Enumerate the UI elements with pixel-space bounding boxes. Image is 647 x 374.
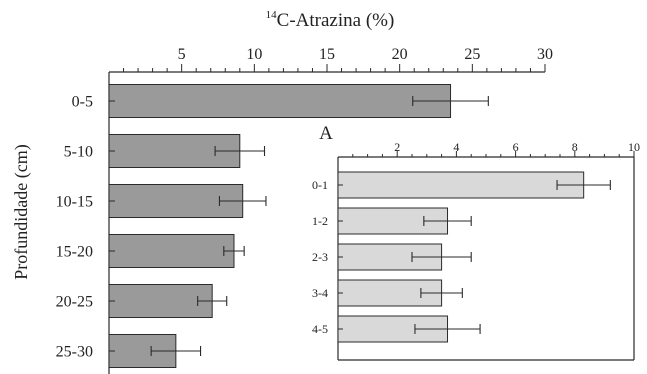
panel-b-x-tick-label: 10 <box>628 140 640 154</box>
chart-panel-a: 14C-Atrazina (%) Profundidade (cm) A 5 10… <box>11 9 553 374</box>
panel-a-bar <box>108 284 213 318</box>
panel-b-x-tick-label: 6 <box>513 140 519 154</box>
panel-label-a: A <box>319 123 333 144</box>
panel-a-x-tick-label: 25 <box>464 46 480 63</box>
panel-a-category-label: 10-15 <box>56 194 93 211</box>
panel-a-x-tick-label: 30 <box>537 46 553 63</box>
x-axis-title-a: 14C-Atrazina (%) <box>266 9 395 31</box>
x-axis-title-superscript: 14 <box>266 9 278 21</box>
panel-b-category-label: 3-4 <box>312 286 328 300</box>
panel-b-x-tick-label: 8 <box>572 140 578 154</box>
y-axis-title: Profundidade (cm) <box>11 144 32 279</box>
panel-b-x-tick-label: 4 <box>453 140 459 154</box>
panel-b-category-label: 0-1 <box>312 178 328 192</box>
panel-a-category-label: 15-20 <box>56 244 93 261</box>
panel-a-x-tick-label: 5 <box>178 46 186 63</box>
panel-b-category-label: 1-2 <box>312 214 328 228</box>
panel-a-x-tick-label: 15 <box>319 46 335 63</box>
panel-b-x-tick-label: 2 <box>394 140 400 154</box>
panel-a-category-label: 20-25 <box>56 294 93 311</box>
panel-b-category-label: 4-5 <box>312 322 328 336</box>
panel-a-x-tick-label: 10 <box>246 46 262 63</box>
x-axis-title-main: C-Atrazina (%) <box>277 10 395 31</box>
panel-a-x-tick-label: 20 <box>392 46 408 63</box>
panel-b-bar <box>337 171 585 199</box>
panel-a-category-label: 0-5 <box>72 94 93 111</box>
panel-b-category-label: 2-3 <box>312 250 328 264</box>
panel-a-bar <box>108 234 235 268</box>
panel-a-category-label: 5-10 <box>64 144 93 161</box>
panel-a-category-label: 25-30 <box>56 344 93 361</box>
panel-a-bar <box>108 84 452 118</box>
